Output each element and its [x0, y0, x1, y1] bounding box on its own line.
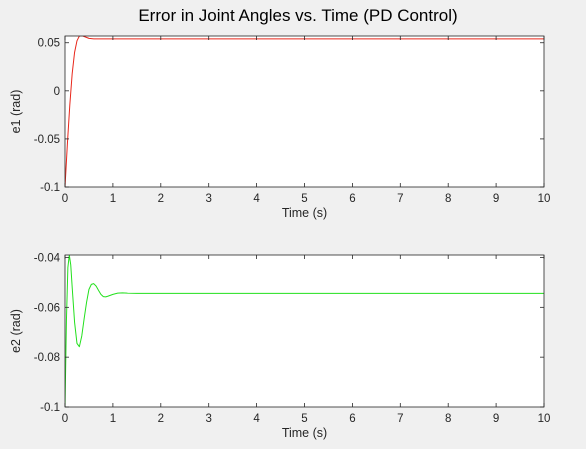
- x-tick-label: 10: [538, 413, 551, 425]
- x-tick-label: 6: [349, 413, 355, 425]
- x-tick-label: 3: [205, 413, 211, 425]
- x-tick-label: 10: [538, 193, 551, 205]
- x-tick-label: 5: [301, 413, 307, 425]
- y-tick-label: -0.06: [34, 302, 60, 314]
- x-tick-label: 7: [397, 193, 403, 205]
- y-tick-label: -0.05: [34, 134, 60, 146]
- y-tick-label: 0.05: [38, 38, 60, 50]
- x-tick-label: 4: [253, 193, 260, 205]
- x-tick-label: 8: [445, 413, 451, 425]
- figure-title: Error in Joint Angles vs. Time (PD Contr…: [138, 6, 457, 25]
- series-line-0: [65, 255, 544, 407]
- y-tick-label: -0.1: [40, 182, 60, 194]
- x-tick-label: 9: [493, 193, 499, 205]
- subplot-e2: 0 1 2 3 4 5 6 7 8 9 10 -0.1 -0.08 -0.06 -0.04 Time (s) e…: [9, 252, 550, 440]
- x-tick-label: 4: [253, 413, 260, 425]
- x-tick-label: 2: [158, 413, 164, 425]
- y-tick-label: 0: [54, 86, 60, 98]
- x-tick-label: 1: [110, 413, 116, 425]
- y-tick-label: -0.04: [34, 252, 61, 264]
- x-tick-label: 5: [301, 193, 307, 205]
- x-tick-label: 3: [205, 193, 211, 205]
- y-tick-label: -0.08: [34, 352, 60, 364]
- y-axis-label: e1 (rad): [9, 90, 23, 134]
- x-tick-label: 2: [158, 193, 164, 205]
- x-tick-label: 0: [62, 193, 68, 205]
- x-axis-label: Time (s): [282, 206, 327, 220]
- y-tick-label: -0.1: [40, 402, 60, 414]
- y-axis-label: e2 (rad): [9, 309, 23, 353]
- plot-area: [65, 36, 544, 187]
- x-tick-label: 0: [62, 413, 68, 425]
- x-axis-label: Time (s): [282, 426, 327, 440]
- x-tick-label: 9: [493, 413, 499, 425]
- subplot-e1: 0 1 2 3 4 5 6 7 8 9 10 -0.1 -0.05 0 0.05 Time (s) e1 (ra…: [9, 35, 551, 220]
- series-line-0: [65, 36, 544, 187]
- x-tick-label: 8: [445, 193, 451, 205]
- plot-area: [65, 255, 544, 407]
- x-tick-label: 6: [349, 193, 355, 205]
- x-tick-label: 1: [110, 193, 116, 205]
- x-tick-label: 7: [397, 413, 403, 425]
